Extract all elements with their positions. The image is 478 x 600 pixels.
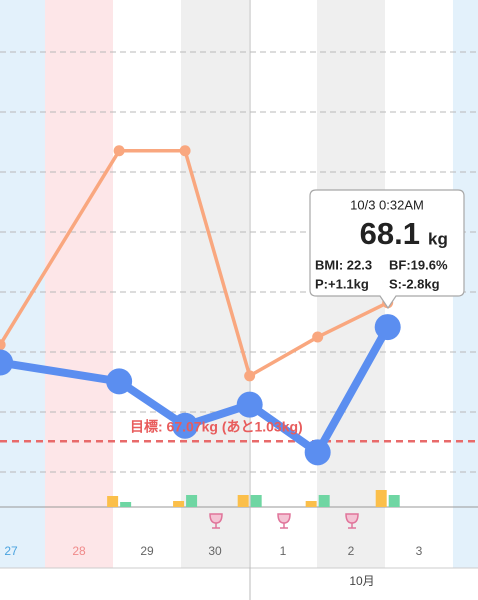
tooltip-time: 10/3 0:32AM xyxy=(350,197,424,212)
secondary-point xyxy=(179,145,191,157)
weight-point xyxy=(304,439,331,466)
activity-bar xyxy=(186,495,198,507)
secondary-point xyxy=(244,370,256,382)
wine-icon xyxy=(209,513,223,529)
wine-icon xyxy=(345,513,359,529)
day-band xyxy=(248,0,317,568)
day-band xyxy=(113,0,182,568)
weight-point xyxy=(0,349,14,376)
wine-icon xyxy=(277,513,291,529)
day-label: 1 xyxy=(280,544,287,558)
activity-bar xyxy=(250,495,262,507)
wine-icons xyxy=(209,513,359,529)
tooltip-bmi: BMI: 22.3 xyxy=(315,257,372,272)
activity-bar xyxy=(388,495,400,507)
day-label: 30 xyxy=(208,544,222,558)
weight-point xyxy=(106,368,133,395)
month-label: 10月 xyxy=(349,574,374,588)
secondary-point xyxy=(312,331,324,343)
secondary-point xyxy=(113,145,125,157)
activity-bar xyxy=(237,495,249,507)
activity-bar xyxy=(305,501,317,507)
tooltip-weight: 68.1 xyxy=(360,216,420,251)
activity-bar xyxy=(318,495,330,507)
day-label: 3 xyxy=(416,544,423,558)
month-row xyxy=(0,568,478,600)
tooltip-s: S:-2.8kg xyxy=(389,276,440,291)
tooltip-bf: BF:19.6% xyxy=(389,257,448,272)
tooltip-p: P:+1.1kg xyxy=(315,276,369,291)
secondary-line xyxy=(0,149,389,378)
activity-bar xyxy=(375,490,387,507)
day-band xyxy=(45,0,114,568)
day-band xyxy=(181,0,249,568)
tooltip-unit: kg xyxy=(428,229,448,248)
day-label: 27 xyxy=(4,544,18,558)
weight-point xyxy=(236,391,263,418)
goal-label: 目標: 67.07kg (あと1.03kg) xyxy=(130,419,303,435)
day-label: 2 xyxy=(348,544,355,558)
weight-line xyxy=(0,325,392,457)
tooltip: 10/3 0:32AM 68.1 kg BMI: 22.3 BF:19.6% P… xyxy=(309,189,465,310)
weight-point xyxy=(374,314,401,341)
day-label: 29 xyxy=(140,544,154,558)
secondary-point xyxy=(0,339,6,351)
tooltip-box xyxy=(309,189,465,310)
activity-bar xyxy=(120,502,132,507)
day-label: 28 xyxy=(72,544,86,558)
activity-bar xyxy=(173,501,185,507)
weight-point xyxy=(172,412,199,439)
marks xyxy=(0,145,478,507)
activity-bar xyxy=(107,496,119,507)
